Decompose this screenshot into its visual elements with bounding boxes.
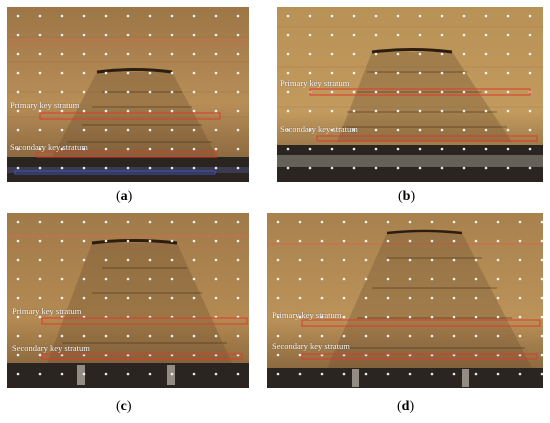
panel-a-caption: (a) (116, 189, 133, 204)
panel-a-photo (7, 7, 249, 182)
panel-d-primary-label: Primary key stratum (272, 310, 342, 320)
panel-b-photo (277, 7, 543, 182)
panel-c-photo (7, 213, 249, 388)
panel-c-secondary-label: Secondary key stratum (12, 343, 90, 353)
panel-b-image: Primary key stratum Secondary key stratu… (277, 7, 543, 182)
panel-a-image: Primary key stratum Secondary key stratu… (7, 7, 249, 182)
panel-c-caption: (c) (116, 399, 132, 414)
panel-d-caption: (d) (397, 399, 415, 414)
panel-b-caption: (b) (398, 189, 416, 204)
panel-c-image: Primary key stratum Secondary key stratu… (7, 213, 249, 388)
panel-d-secondary-label: Secondary key stratum (272, 341, 350, 351)
panel-b-secondary-label: Secondary key stratum (280, 124, 358, 134)
panel-d-photo (267, 213, 543, 388)
panel-a-secondary-label: Secondary key stratum (10, 142, 88, 152)
panel-a-primary-label: Primary key stratum (10, 100, 80, 110)
panel-d-image: Primary key stratum Secondary key stratu… (267, 213, 543, 388)
panel-b-primary-label: Primary key stratum (280, 78, 350, 88)
panel-c-primary-label: Primary key stratum (12, 306, 82, 316)
